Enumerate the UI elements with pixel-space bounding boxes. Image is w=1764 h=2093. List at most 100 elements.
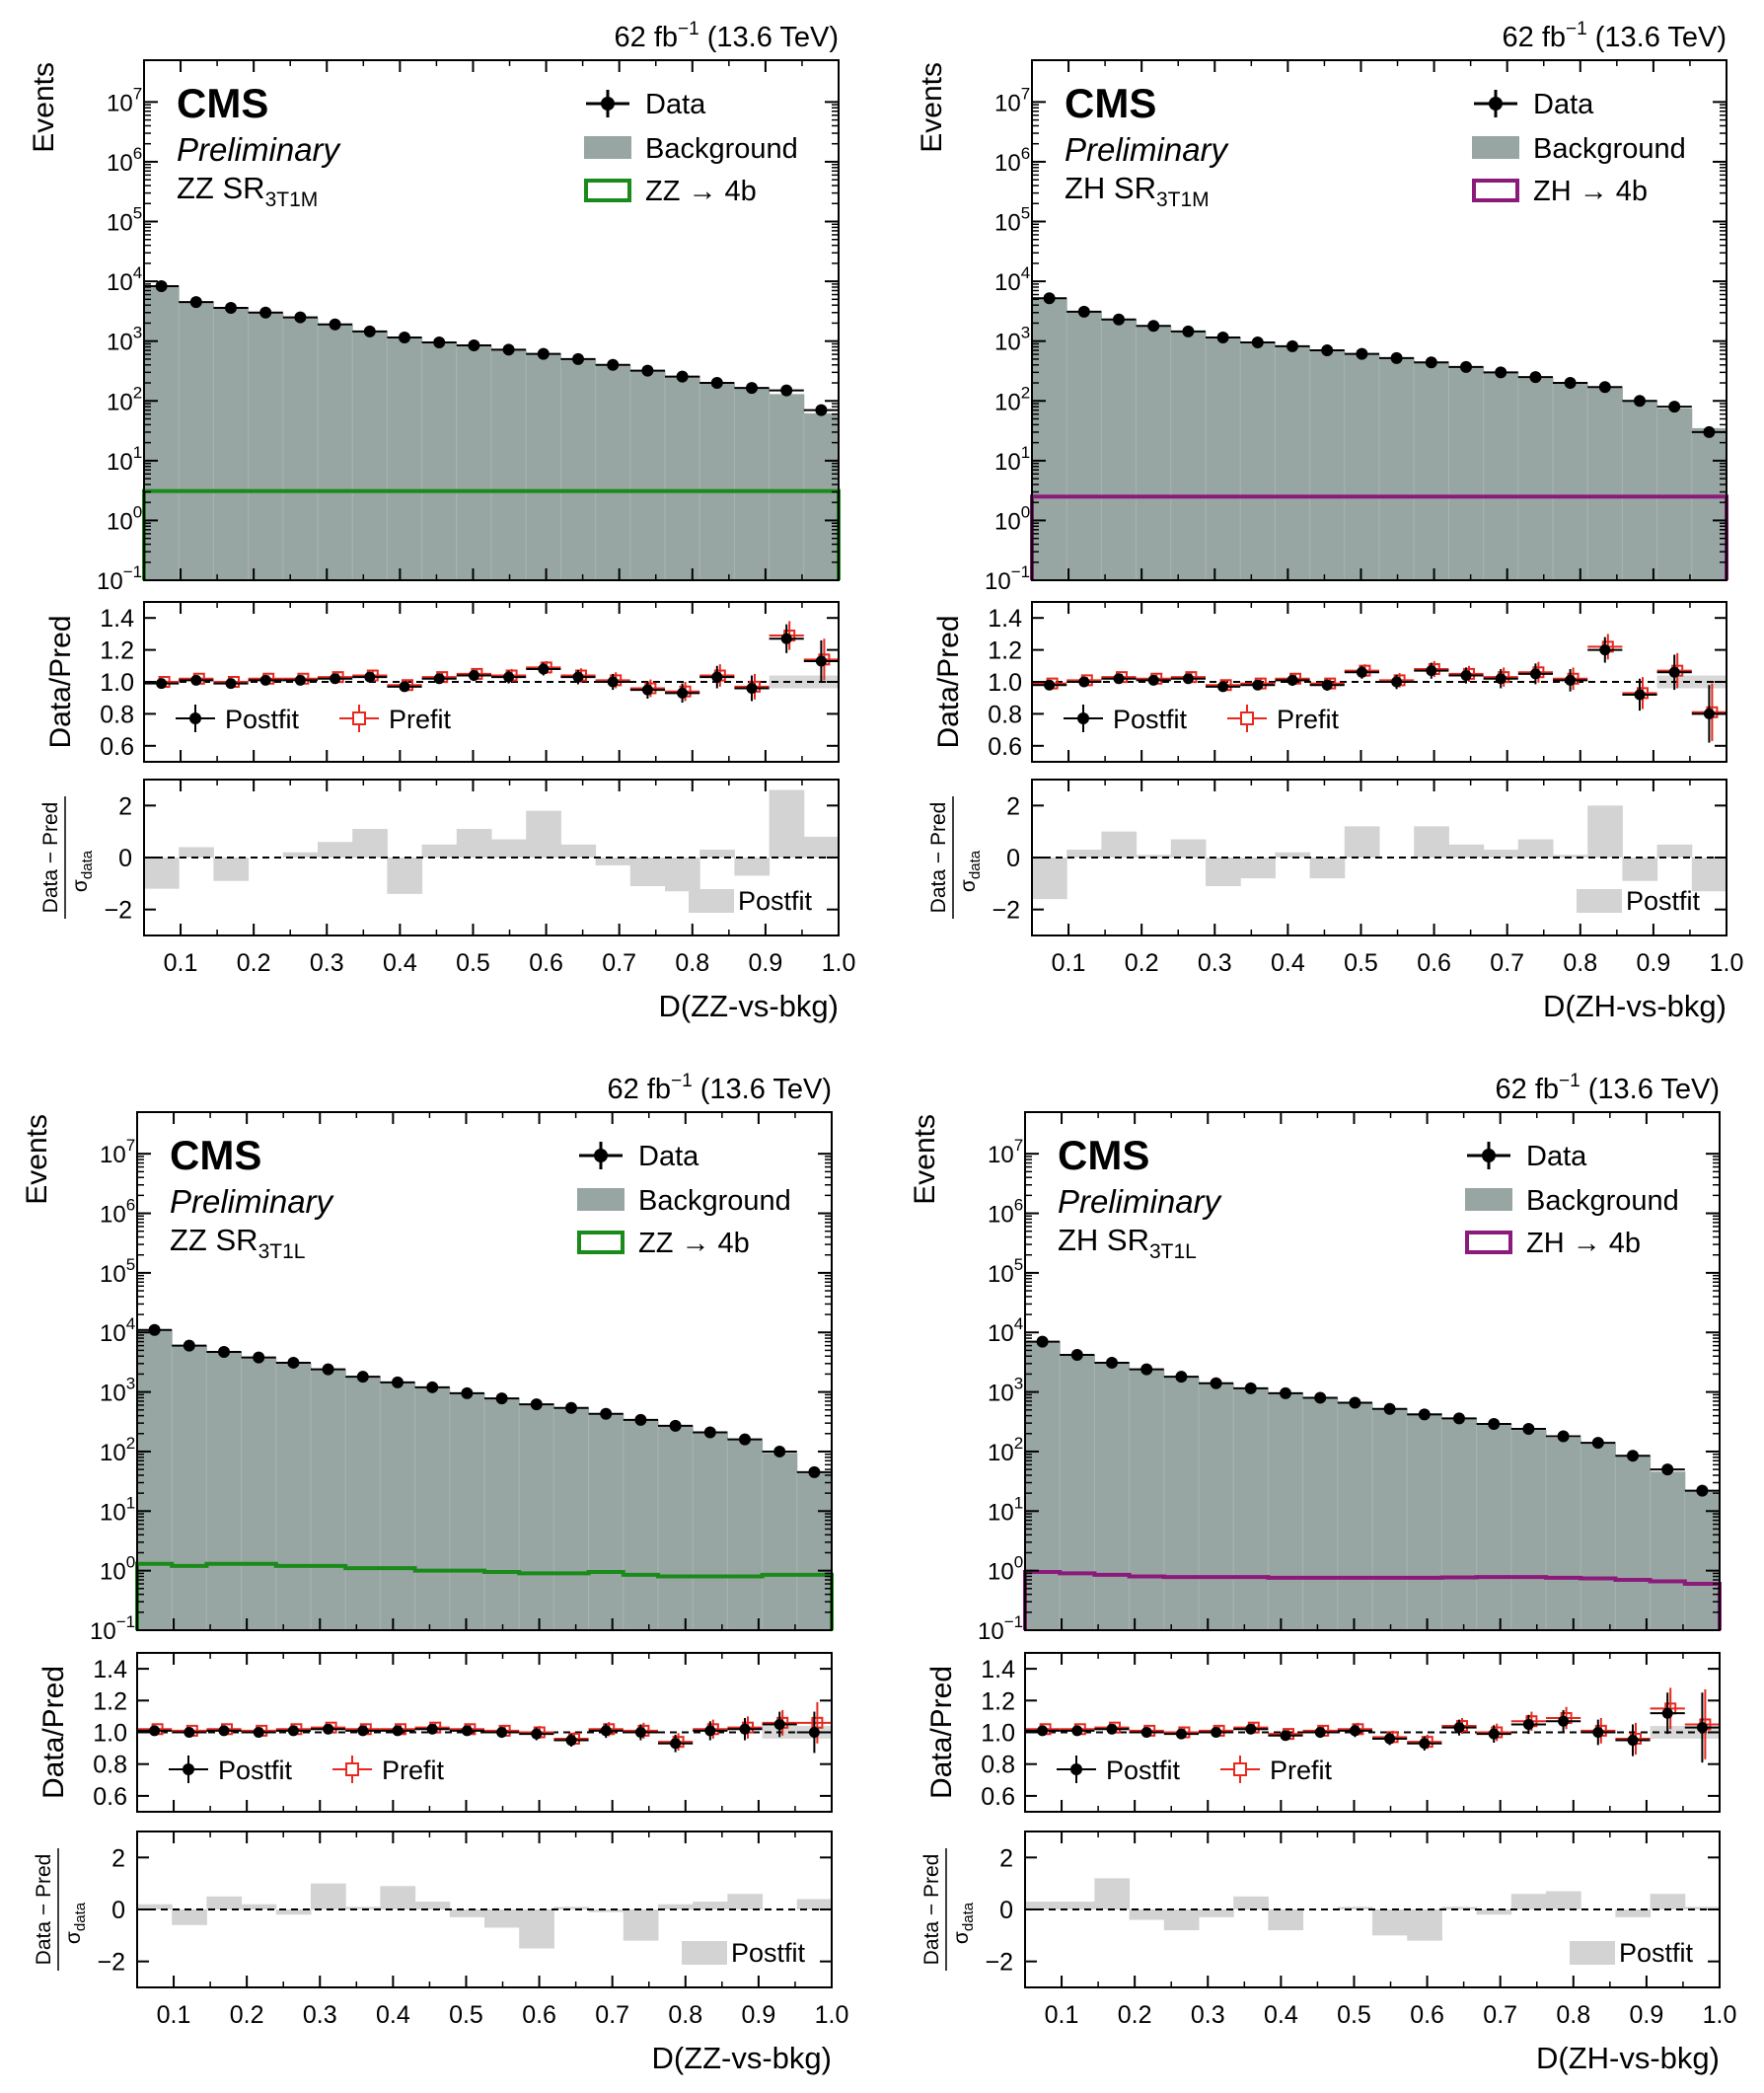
pull-y-tick-label: −2 xyxy=(97,1949,125,1977)
region-label: ZZ SR3T1L xyxy=(170,1223,305,1263)
data-point xyxy=(1418,1408,1431,1421)
postfit-point xyxy=(1175,1728,1187,1740)
main-axes-frame xyxy=(1024,1111,1721,1631)
data-point xyxy=(148,1323,161,1336)
x-tick-label: 0.4 xyxy=(1264,2001,1298,2029)
pull-y-label-denominator: σdata xyxy=(69,850,96,892)
ratio-y-tick-label: 0.6 xyxy=(981,1783,1015,1811)
pull-bar xyxy=(491,839,527,858)
ratio-y-axis-label: Data/Pred xyxy=(44,615,77,748)
x-tick-label: 0.6 xyxy=(1410,2001,1444,2029)
postfit-point xyxy=(1321,679,1333,691)
legend-signal-label: ZH → 4b xyxy=(1526,1228,1641,1259)
x-tick-label: 1.0 xyxy=(1710,949,1744,977)
chart-panel-zz-3t1l: 10−1 100 101 102 103 104 105 106 107 Events 62 fb−… xyxy=(21,1071,848,2075)
data-point xyxy=(815,404,828,416)
data-point xyxy=(739,1433,751,1446)
pull-bar xyxy=(1414,826,1449,858)
legend-signal-label: ZZ → 4b xyxy=(638,1228,750,1259)
postfit-point xyxy=(357,1725,369,1737)
postfit-point xyxy=(1286,674,1298,686)
postfit-point xyxy=(711,671,723,683)
data-point xyxy=(189,296,202,309)
postfit-point xyxy=(1453,1722,1465,1734)
y-tick-label: 10−1 xyxy=(985,562,1030,595)
background-bar xyxy=(1372,1408,1408,1630)
x-tick-label: 0.2 xyxy=(1118,2001,1152,2029)
background-bar xyxy=(311,1369,346,1630)
data-point xyxy=(1460,360,1472,373)
pull-y-axis-label: Data − Pred σdata xyxy=(39,796,96,919)
y-tick-label: 105 xyxy=(994,204,1030,237)
ratio-legend-postfit-marker xyxy=(1077,712,1089,724)
background-bar xyxy=(282,318,319,580)
pull-bar xyxy=(1094,1878,1131,1909)
postfit-point xyxy=(1558,1715,1570,1727)
y-tick-label: 10−1 xyxy=(90,1612,135,1645)
background-bar xyxy=(1587,388,1623,580)
pull-bar xyxy=(456,829,492,858)
background-bar xyxy=(144,286,180,580)
background-bar xyxy=(1650,1471,1686,1630)
postfit-point xyxy=(496,1727,508,1738)
y-tick-label: 107 xyxy=(988,1136,1023,1168)
x-tick-label: 0.3 xyxy=(303,2001,337,2029)
background-bar xyxy=(623,1419,659,1630)
x-axis-label: D(ZZ-vs-bkg) xyxy=(651,2041,832,2075)
background-bar xyxy=(241,1357,277,1630)
postfit-point xyxy=(1113,673,1125,685)
postfit-point xyxy=(1037,1725,1049,1737)
postfit-point xyxy=(468,670,479,682)
background-bar xyxy=(693,1433,728,1630)
background-bar xyxy=(519,1403,554,1630)
postfit-point xyxy=(1668,666,1680,678)
y-tick-label: 102 xyxy=(988,1434,1023,1466)
x-tick-label: 0.3 xyxy=(310,949,344,977)
legend-background-swatch xyxy=(1465,1188,1512,1211)
background-bar xyxy=(526,354,561,580)
pull-bar xyxy=(421,844,458,858)
postfit-point xyxy=(330,673,341,685)
data-point xyxy=(572,352,584,365)
y-tick-label: 10−1 xyxy=(97,562,142,595)
y-tick-label: 101 xyxy=(988,1493,1023,1526)
postfit-point xyxy=(1182,673,1194,685)
data-point xyxy=(502,343,515,356)
background-bar xyxy=(1414,362,1449,580)
pull-y-tick-label: 2 xyxy=(1006,792,1020,820)
postfit-point xyxy=(1217,681,1229,693)
pull-bar xyxy=(1587,805,1623,858)
y-tick-label: 100 xyxy=(988,1553,1023,1586)
pull-bar xyxy=(449,1909,485,1917)
pull-bar xyxy=(1206,858,1241,886)
data-point xyxy=(537,347,550,360)
pull-y-tick-label: −2 xyxy=(992,897,1020,925)
ratio-y-tick-label: 1.2 xyxy=(93,1687,127,1715)
pull-bar xyxy=(1517,839,1554,858)
data-point xyxy=(1488,1418,1501,1431)
pull-y-tick-label: 2 xyxy=(111,1844,125,1872)
pull-bar xyxy=(1233,1896,1269,1909)
pull-legend-label: Postfit xyxy=(738,886,813,916)
data-point xyxy=(746,382,758,395)
background-bar xyxy=(491,350,527,580)
x-tick-label: 0.9 xyxy=(1630,2001,1664,2029)
data-point xyxy=(634,1413,647,1426)
pull-bar xyxy=(1622,858,1658,881)
pull-y-axis-label: Data − Pred σdata xyxy=(920,1848,977,1971)
background-bar xyxy=(803,412,840,580)
pull-bar xyxy=(144,858,180,889)
postfit-point xyxy=(399,681,410,693)
background-bar xyxy=(553,1407,590,1630)
ratio-legend-prefit-marker xyxy=(1233,1762,1247,1776)
pull-bar xyxy=(1546,1891,1581,1909)
y-tick-label: 104 xyxy=(994,263,1030,296)
postfit-point xyxy=(808,1727,820,1738)
y-tick-label: 105 xyxy=(100,1255,135,1288)
pull-bar xyxy=(1615,1909,1652,1917)
background-bar xyxy=(658,1425,694,1630)
ratio-legend-postfit-marker xyxy=(189,712,201,724)
chart-panel-zh-3t1l: 10−1 100 101 102 103 104 105 106 107 Events 62 fb−… xyxy=(909,1071,1736,2075)
cms-label: CMS xyxy=(1065,80,1156,126)
data-point xyxy=(1495,366,1507,379)
